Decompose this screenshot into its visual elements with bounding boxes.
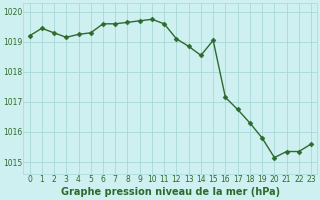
X-axis label: Graphe pression niveau de la mer (hPa): Graphe pression niveau de la mer (hPa): [61, 187, 280, 197]
